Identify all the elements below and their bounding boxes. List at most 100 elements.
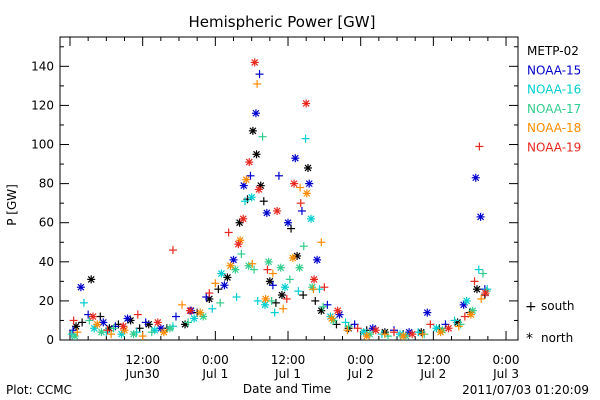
south-point bbox=[259, 197, 268, 206]
north-point bbox=[159, 328, 168, 337]
legend: METP-02 NOAA-15 NOAA-16 NOAA-17 NOAA-18 NOAA-… bbox=[527, 44, 581, 155]
south-point bbox=[268, 269, 277, 278]
north-point bbox=[277, 291, 286, 300]
north-point bbox=[220, 281, 229, 290]
north-point bbox=[185, 306, 194, 315]
series-noaa-18 bbox=[73, 79, 486, 341]
south-point bbox=[133, 310, 142, 319]
south-point bbox=[253, 296, 262, 305]
y-tick-label: 40 bbox=[39, 255, 54, 269]
y-tick-label: 80 bbox=[39, 177, 54, 191]
y-tick-label: 0 bbox=[46, 333, 54, 347]
south-point bbox=[454, 322, 463, 331]
south-point bbox=[317, 238, 326, 247]
south-point bbox=[353, 324, 362, 333]
x-tick-time-label: 0:00 bbox=[202, 353, 229, 367]
south-point bbox=[389, 328, 398, 337]
north-point bbox=[302, 189, 311, 198]
south-point bbox=[380, 330, 389, 339]
north-point bbox=[471, 173, 480, 182]
south-point bbox=[282, 294, 291, 303]
north-point bbox=[226, 261, 235, 270]
north-point bbox=[87, 275, 96, 284]
x-tick-time-label: 0:00 bbox=[347, 353, 374, 367]
north-point bbox=[327, 314, 336, 323]
south-point bbox=[147, 328, 156, 337]
north-point bbox=[254, 185, 263, 194]
south-point bbox=[168, 246, 177, 255]
north-point bbox=[462, 296, 471, 305]
plot-credit: Plot: CCMC bbox=[6, 383, 72, 397]
north-point bbox=[190, 314, 199, 323]
south-point bbox=[224, 228, 233, 237]
series-noaa-16 bbox=[67, 134, 492, 339]
south-point bbox=[460, 312, 469, 321]
north-point bbox=[231, 265, 240, 274]
north-point bbox=[223, 273, 232, 282]
south-point bbox=[263, 265, 272, 274]
south-point bbox=[287, 224, 296, 233]
south-point bbox=[111, 322, 120, 331]
north-point bbox=[76, 283, 85, 292]
north-point bbox=[399, 332, 408, 341]
north-marker-label: north bbox=[541, 331, 573, 345]
x-tick-time-label: 12:00 bbox=[271, 353, 306, 367]
north-point bbox=[97, 328, 106, 337]
north-point bbox=[129, 330, 138, 339]
north-point bbox=[466, 310, 475, 319]
south-point bbox=[274, 171, 283, 180]
south-point bbox=[268, 281, 277, 290]
north-point bbox=[247, 193, 256, 202]
south-point bbox=[107, 330, 116, 339]
north-point bbox=[196, 308, 205, 317]
south-point bbox=[299, 242, 308, 251]
north-point bbox=[291, 154, 300, 163]
x-tick-time-label: 12:00 bbox=[125, 353, 160, 367]
south-point bbox=[178, 300, 187, 309]
south-point bbox=[309, 285, 318, 294]
north-point bbox=[229, 255, 238, 264]
south-marker-label: south bbox=[541, 299, 575, 313]
south-point bbox=[96, 312, 105, 321]
south-point bbox=[297, 206, 306, 215]
south-point bbox=[216, 298, 225, 307]
south-point bbox=[414, 328, 423, 337]
north-point bbox=[252, 150, 261, 159]
north-point bbox=[333, 306, 342, 315]
south-point bbox=[255, 70, 264, 79]
x-tick-date-label: Jun30 bbox=[125, 367, 160, 381]
north-point bbox=[371, 326, 380, 335]
y-tick-label: 120 bbox=[31, 98, 54, 112]
south-point bbox=[299, 291, 308, 300]
series-noaa-19 bbox=[69, 58, 490, 339]
south-point bbox=[311, 296, 320, 305]
north-point bbox=[234, 240, 243, 249]
x-tick-date-label: Jul 1 bbox=[274, 367, 301, 381]
north-point bbox=[305, 179, 314, 188]
south-point bbox=[214, 285, 223, 294]
north-point bbox=[307, 214, 316, 223]
north-point bbox=[261, 294, 270, 303]
north-point bbox=[444, 324, 453, 333]
north-point bbox=[408, 330, 417, 339]
south-point bbox=[285, 275, 294, 284]
south-point bbox=[456, 320, 465, 329]
south-point bbox=[418, 330, 427, 339]
south-point bbox=[267, 296, 276, 305]
north-point bbox=[248, 126, 257, 135]
south-point bbox=[79, 298, 88, 307]
south-point bbox=[343, 326, 352, 335]
south-point bbox=[474, 265, 483, 274]
series-metp-02 bbox=[72, 126, 489, 339]
north-point bbox=[273, 206, 282, 215]
x-tick-time-label: 12:00 bbox=[416, 353, 451, 367]
y-tick-label: 140 bbox=[31, 59, 54, 73]
north-point bbox=[119, 322, 128, 331]
north-point bbox=[476, 212, 485, 221]
south-point bbox=[103, 326, 112, 335]
marker-key: + south * north bbox=[525, 299, 575, 347]
south-point bbox=[205, 289, 214, 298]
north-point bbox=[117, 330, 126, 339]
y-tick-label: 20 bbox=[39, 294, 54, 308]
south-point bbox=[208, 304, 217, 313]
